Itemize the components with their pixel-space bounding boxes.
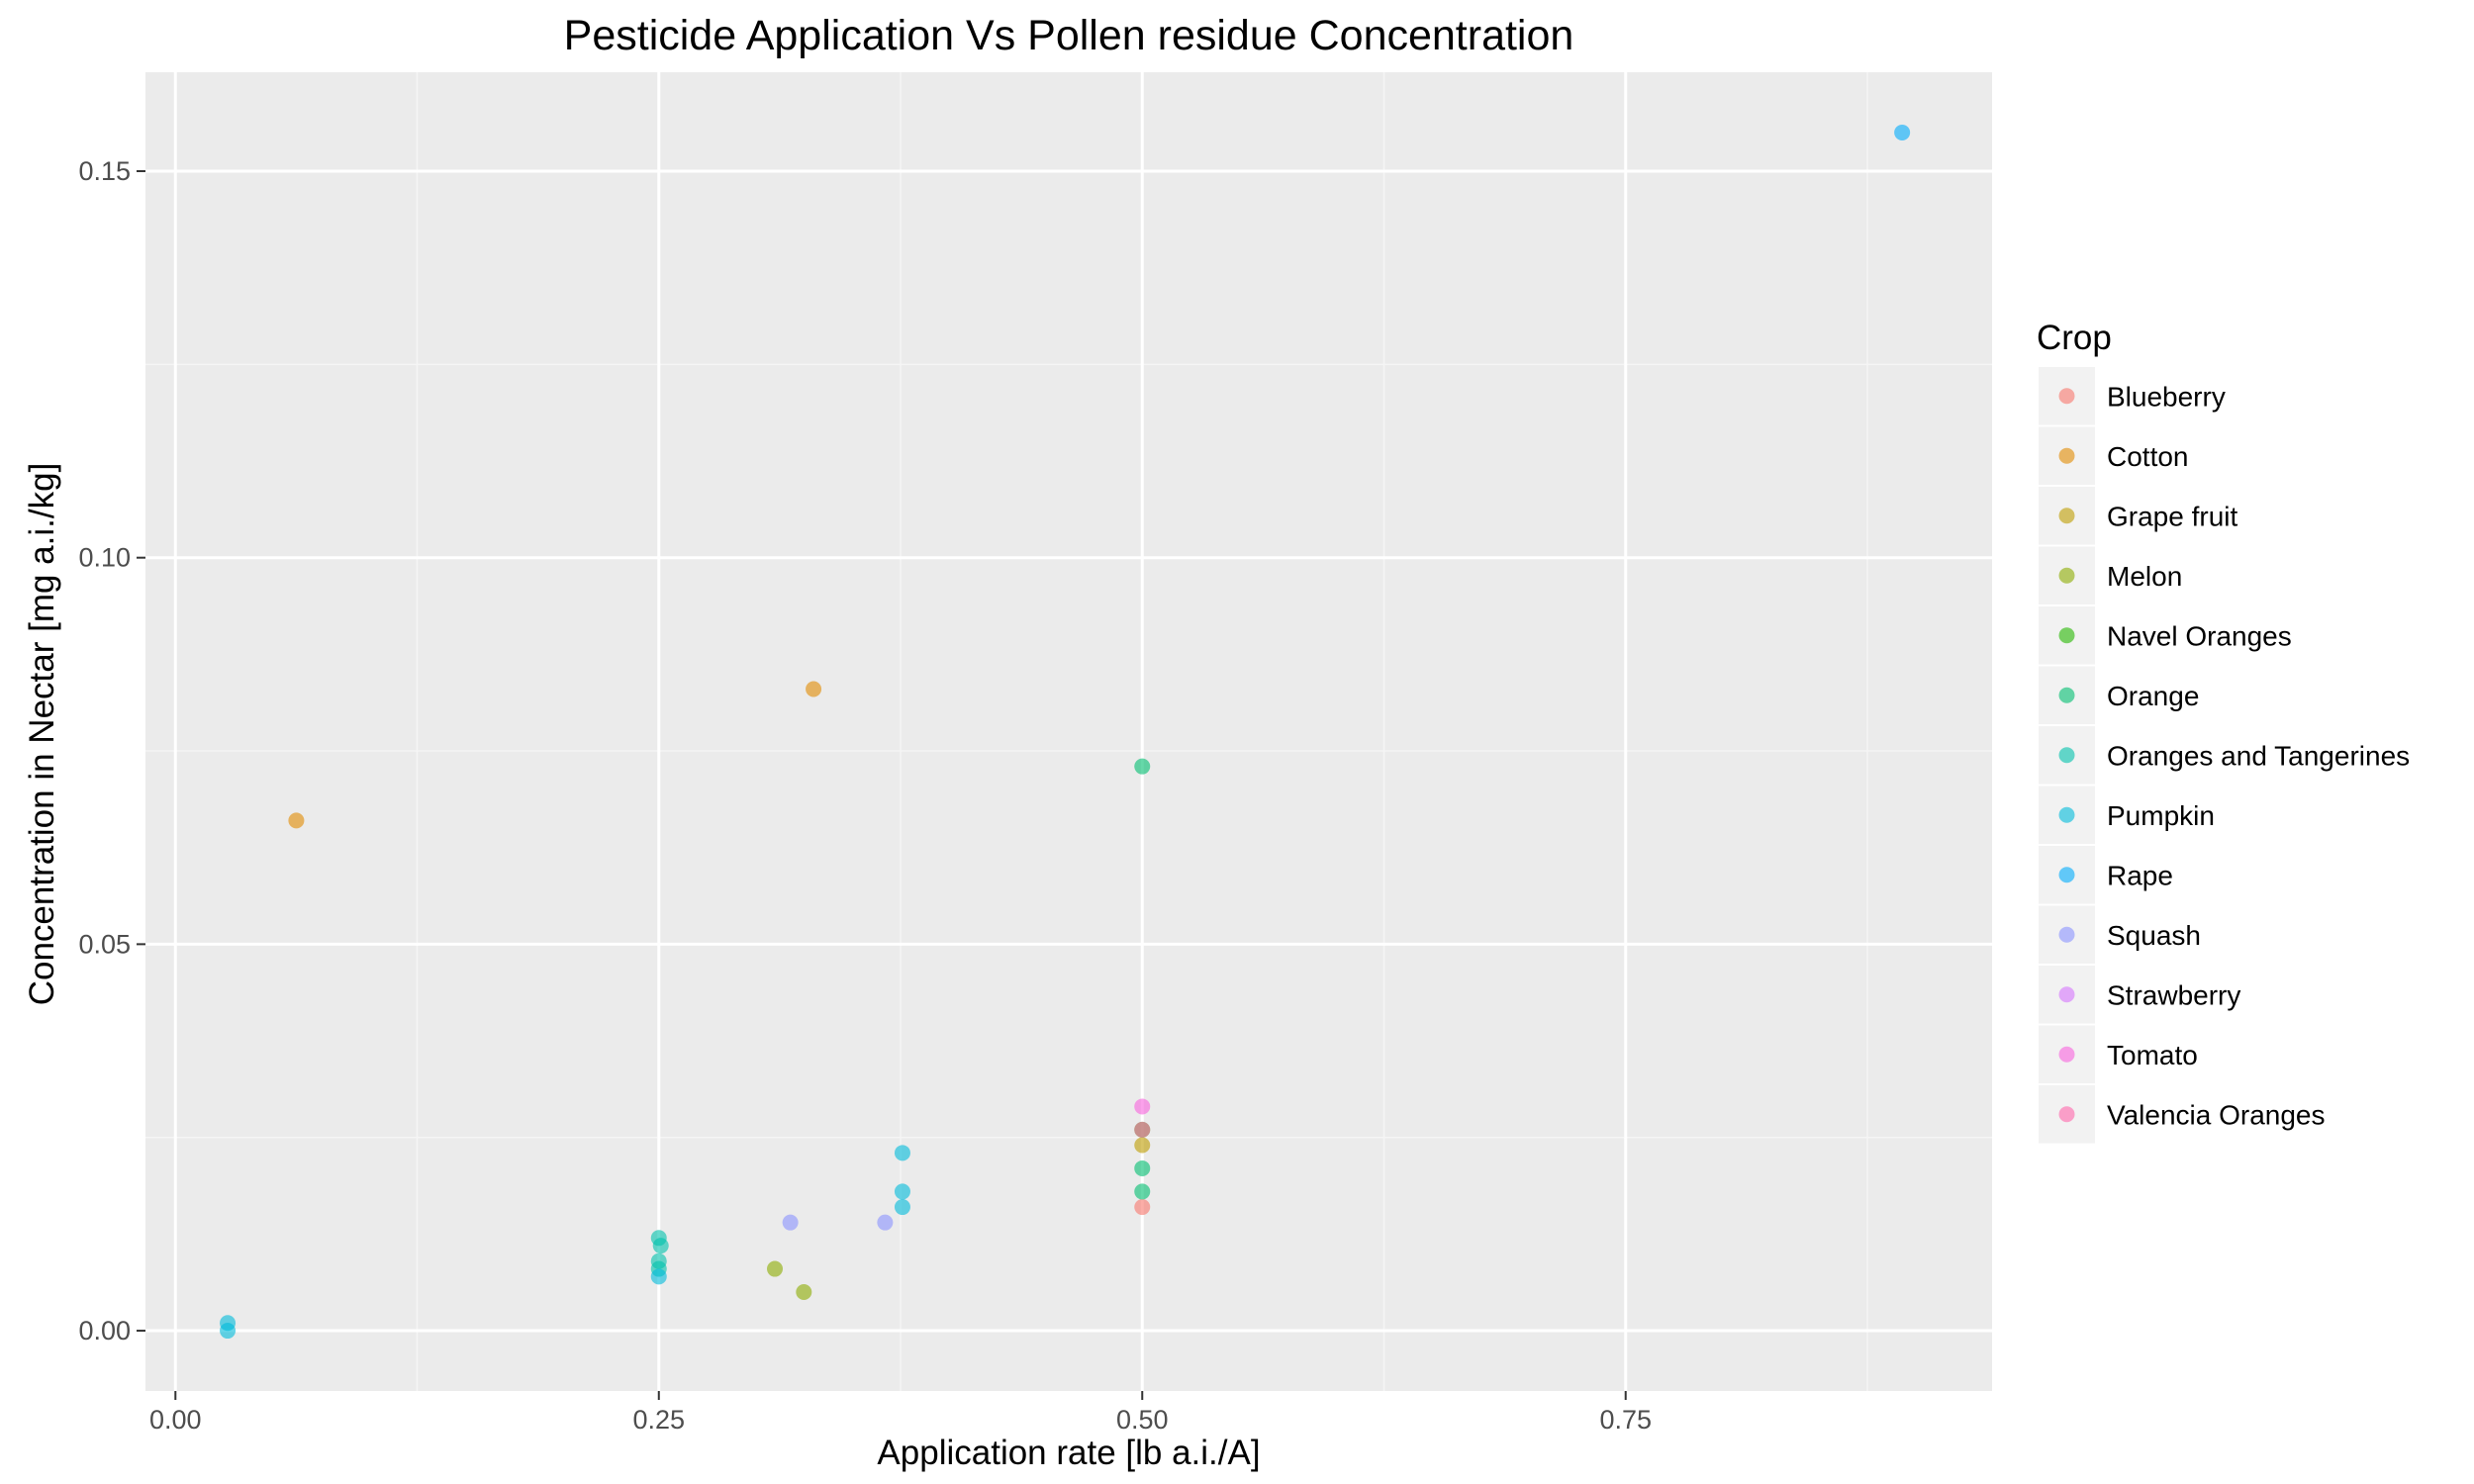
legend-title: Crop — [2037, 319, 2112, 357]
plot-background — [145, 72, 1992, 1391]
x-tick-label: 0.75 — [1599, 1405, 1652, 1435]
legend-items: Blueberry Cotton Grape fruit Melon Navel Ora… — [2039, 367, 2410, 1144]
legend-key-marker — [2058, 388, 2075, 405]
data-point — [1134, 1159, 1151, 1176]
data-point — [796, 1283, 812, 1300]
chart-title: Pesticide Application Vs Pollen residue … — [564, 12, 1574, 59]
data-point — [894, 1183, 910, 1200]
legend-label: Squash — [2107, 920, 2201, 951]
legend-key-marker — [2058, 508, 2075, 524]
data-point — [1134, 758, 1151, 775]
data-point — [1134, 1199, 1151, 1216]
legend-label: Rape — [2107, 860, 2173, 890]
legend-key-marker — [2058, 867, 2075, 883]
data-point — [288, 812, 305, 829]
y-tick-label: 0.15 — [78, 156, 131, 186]
legend-key-marker — [2058, 806, 2075, 823]
legend-label: Tomato — [2107, 1040, 2198, 1070]
legend-key-marker — [2058, 567, 2075, 584]
data-point — [782, 1214, 799, 1231]
x-tick-label: 0.25 — [632, 1405, 685, 1435]
legend-label: Oranges and Tangerines — [2107, 740, 2410, 771]
legend-key-marker — [2058, 447, 2075, 464]
data-point — [767, 1260, 784, 1277]
legend-label: Strawberry — [2107, 979, 2240, 1010]
data-point — [1894, 124, 1911, 140]
data-point — [220, 1323, 237, 1340]
y-axis: 0.00 0.05 0.10 0.15 — [78, 156, 145, 1345]
x-tick-label: 0.00 — [149, 1405, 202, 1435]
legend-label: Navel Oranges — [2107, 620, 2292, 651]
y-tick-label: 0.10 — [78, 543, 131, 573]
y-axis-title: Concentration in Nectar [mg a.i./kg] — [23, 463, 61, 1006]
legend-label: Melon — [2107, 561, 2182, 592]
x-axis-title: Application rate [lb a.i./A] — [877, 1434, 1260, 1472]
data-point — [806, 681, 822, 697]
data-point — [650, 1268, 667, 1285]
y-tick-label: 0.00 — [78, 1316, 131, 1345]
legend-key-marker — [2058, 627, 2075, 644]
x-tick-label: 0.50 — [1116, 1405, 1169, 1435]
data-point — [1134, 1137, 1151, 1154]
legend-key-marker — [2058, 926, 2075, 943]
legend-label: Valencia Oranges — [2107, 1099, 2326, 1130]
legend-key-marker — [2058, 747, 2075, 764]
data-point — [1134, 1183, 1151, 1200]
legend-key-marker — [2058, 986, 2075, 1003]
data-points — [220, 124, 1911, 1340]
y-tick-label: 0.05 — [78, 929, 131, 959]
data-point — [894, 1199, 910, 1216]
legend-label: Cotton — [2107, 441, 2189, 472]
plot-panel — [145, 72, 1992, 1391]
legend-label: Pumpkin — [2107, 800, 2215, 831]
x-axis: 0.00 0.25 0.50 0.75 — [149, 1391, 1652, 1435]
legend-label: Blueberry — [2107, 381, 2226, 412]
legend-key-marker — [2058, 1046, 2075, 1063]
legend-label: Orange — [2107, 681, 2199, 711]
minor-gridlines — [145, 72, 1992, 1391]
data-point — [877, 1214, 894, 1231]
legend-label: Grape fruit — [2107, 501, 2237, 531]
legend-key-marker — [2058, 687, 2075, 703]
legend: Crop Blueberry Cotton Grape fruit Melon Nave… — [2037, 319, 2410, 1144]
data-point — [894, 1145, 910, 1161]
data-point — [1134, 1098, 1151, 1115]
legend-key-marker — [2058, 1106, 2075, 1123]
data-point — [652, 1238, 669, 1254]
data-point — [1134, 1121, 1151, 1138]
